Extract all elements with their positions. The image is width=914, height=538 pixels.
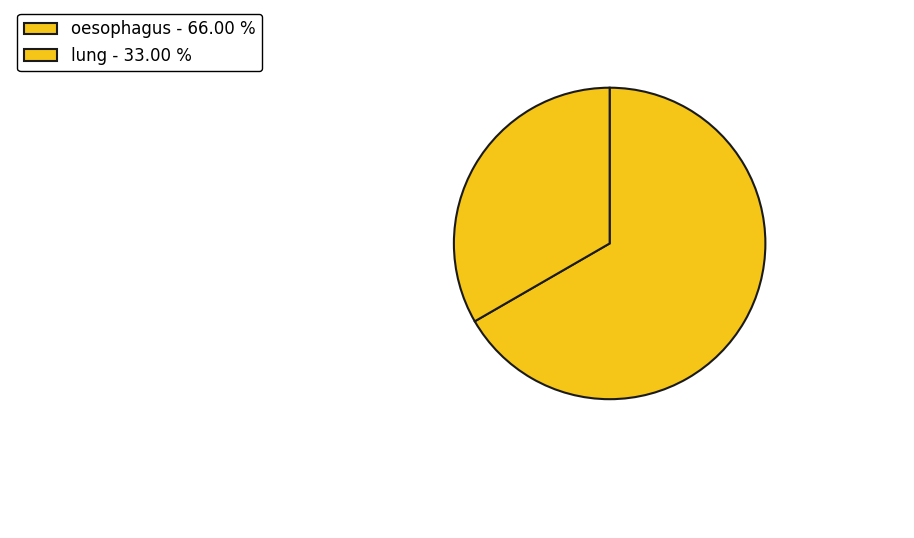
Wedge shape: [474, 88, 765, 399]
Legend: oesophagus - 66.00 %, lung - 33.00 %: oesophagus - 66.00 %, lung - 33.00 %: [17, 13, 262, 72]
Wedge shape: [454, 88, 610, 321]
